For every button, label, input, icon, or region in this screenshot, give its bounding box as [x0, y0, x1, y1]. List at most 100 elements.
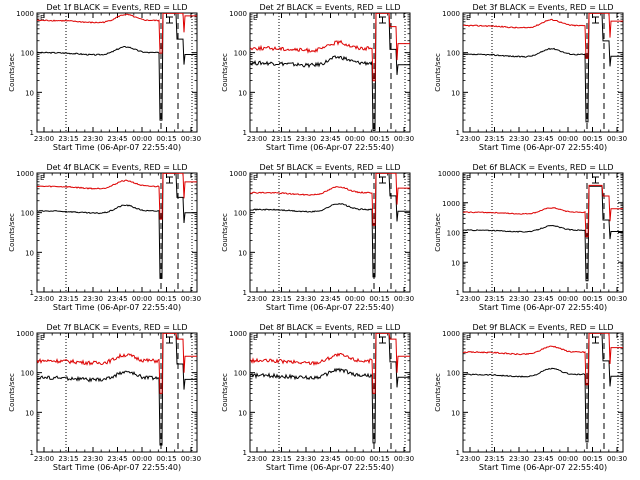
y-tick-label: 100 — [21, 210, 34, 218]
y-tick-label: 1 — [456, 289, 460, 297]
y-tick-label: 10000 — [438, 170, 460, 178]
x-axis-label: Start Time (06-Apr-07 22:55:40) — [479, 303, 607, 312]
x-tick-label: 23:15 — [484, 295, 504, 303]
panel-det-4f: Det 4f BLACK = Events, RED = LLD 1 10 100 10… — [8, 163, 201, 312]
y-tick-label: 100 — [21, 370, 34, 378]
x-tick-label: 00:15 — [156, 455, 176, 463]
panel-title: Det 4f BLACK = Events, RED = LLD — [46, 163, 187, 172]
x-tick-label: 23:45 — [533, 135, 553, 143]
x-tick-label: 00:00 — [558, 135, 578, 143]
y-tick-label: 1000 — [16, 330, 34, 338]
events-series-line — [37, 13, 197, 121]
plot-frame — [462, 12, 624, 133]
y-tick-label: 100 — [234, 210, 247, 218]
y-axis-label: Counts/sec — [434, 373, 442, 412]
e-marker: E — [253, 14, 257, 22]
y-tick-label: 1 — [456, 449, 460, 457]
x-tick-label: 00:15 — [369, 455, 389, 463]
x-tick-label: 23:45 — [320, 295, 340, 303]
x-tick-label: 23:15 — [271, 135, 291, 143]
x-tick-label: 23:00 — [34, 455, 54, 463]
x-tick-label: 00:00 — [558, 455, 578, 463]
y-tick-label: 10 — [451, 409, 460, 417]
y-tick-label: 100 — [234, 50, 247, 58]
x-tick-label: 23:00 — [460, 295, 480, 303]
lld-series-line — [37, 333, 197, 394]
x-tick-label: 00:00 — [132, 455, 152, 463]
y-tick-label: 10 — [25, 89, 34, 97]
x-tick-label: 00:00 — [132, 295, 152, 303]
x-tick-label: 23:30 — [509, 455, 529, 463]
y-tick-label: 1000 — [442, 200, 460, 208]
x-tick-label: 00:30 — [607, 135, 627, 143]
x-tick-label: 00:15 — [582, 135, 602, 143]
x-tick-label: 00:30 — [181, 455, 201, 463]
x-tick-label: 00:00 — [345, 135, 365, 143]
x-tick-label: 23:45 — [320, 135, 340, 143]
plot-frame — [462, 172, 624, 293]
x-tick-label: 00:30 — [394, 455, 414, 463]
panel-title: Det 1f BLACK = Events, RED = LLD — [46, 3, 187, 12]
x-tick-label: 23:30 — [509, 135, 529, 143]
e-marker: E — [466, 334, 470, 342]
lld-series-line — [463, 184, 623, 238]
y-tick-label: 100 — [447, 50, 460, 58]
x-axis-label: Start Time (06-Apr-07 22:55:40) — [479, 143, 607, 152]
y-axis-label: Counts/sec — [8, 213, 16, 252]
e-marker: E — [40, 174, 44, 182]
panel-title: Det 9f BLACK = Events, RED = LLD — [472, 323, 613, 332]
panel-det-7f: Det 7f BLACK = Events, RED = LLD 1 10 100 10… — [8, 323, 201, 472]
x-tick-label: 23:00 — [247, 295, 267, 303]
x-tick-label: 23:15 — [58, 295, 78, 303]
panel-title: Det 7f BLACK = Events, RED = LLD — [46, 323, 187, 332]
y-tick-label: 10 — [25, 409, 34, 417]
x-tick-label: 00:30 — [607, 455, 627, 463]
plot-frame — [249, 332, 411, 453]
e-marker: E — [40, 14, 44, 22]
x-tick-label: 23:30 — [296, 135, 316, 143]
x-axis-label: Start Time (06-Apr-07 22:55:40) — [266, 303, 394, 312]
x-tick-label: 23:45 — [533, 295, 553, 303]
x-tick-label: 00:15 — [156, 295, 176, 303]
lld-series-line — [250, 13, 410, 82]
events-series-line — [37, 173, 197, 279]
x-tick-label: 23:30 — [296, 295, 316, 303]
y-tick-label: 10 — [238, 249, 247, 257]
x-tick-label: 23:30 — [296, 455, 316, 463]
x-tick-label: 23:15 — [58, 455, 78, 463]
panel-det-6f: Det 6f BLACK = Events, RED = LLD 1 10 100 10… — [434, 163, 627, 312]
y-tick-label: 1 — [243, 289, 247, 297]
y-tick-label: 1000 — [442, 330, 460, 338]
x-tick-label: 23:15 — [484, 135, 504, 143]
plot-frame — [249, 12, 411, 133]
y-tick-label: 10 — [451, 259, 460, 267]
y-tick-label: 1 — [243, 449, 247, 457]
x-tick-label: 23:30 — [509, 295, 529, 303]
y-tick-label: 1000 — [442, 10, 460, 18]
panel-title: Det 3f BLACK = Events, RED = LLD — [472, 3, 613, 12]
x-tick-label: 23:45 — [107, 455, 127, 463]
events-series-line — [463, 13, 623, 123]
y-tick-label: 10 — [238, 89, 247, 97]
x-tick-label: 23:45 — [320, 455, 340, 463]
x-tick-label: 00:30 — [181, 295, 201, 303]
x-tick-label: 23:00 — [247, 135, 267, 143]
x-tick-label: 23:00 — [460, 455, 480, 463]
x-tick-label: 00:30 — [607, 295, 627, 303]
plot-frame — [36, 12, 198, 133]
x-tick-label: 23:30 — [83, 295, 103, 303]
panel-det-1f: Det 1f BLACK = Events, RED = LLD 1 10 100 10… — [8, 3, 201, 152]
panel-title: Det 8f BLACK = Events, RED = LLD — [259, 323, 400, 332]
lld-series-line — [463, 333, 623, 386]
events-series-line — [37, 333, 197, 446]
x-tick-label: 00:00 — [345, 295, 365, 303]
y-axis-label: Counts/sec — [8, 53, 16, 92]
x-axis-label: Start Time (06-Apr-07 22:55:40) — [53, 143, 181, 152]
plot-frame — [249, 172, 411, 293]
x-axis-label: Start Time (06-Apr-07 22:55:40) — [266, 143, 394, 152]
y-tick-label: 1 — [456, 129, 460, 137]
x-tick-label: 00:30 — [181, 135, 201, 143]
y-tick-label: 10 — [25, 249, 34, 257]
panel-det-2f: Det 2f BLACK = Events, RED = LLD 1 10 100 10… — [221, 3, 414, 152]
